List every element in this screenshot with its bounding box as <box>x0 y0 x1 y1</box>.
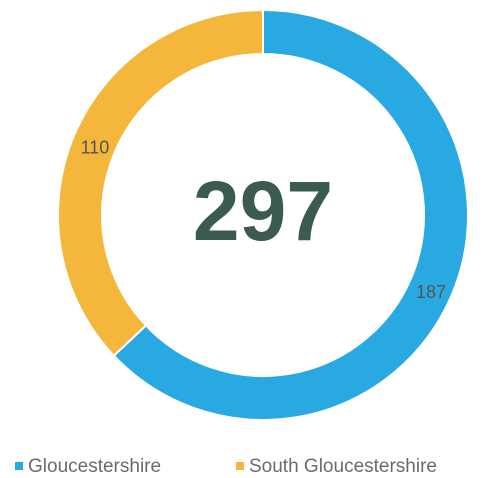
legend-label: Gloucestershire <box>28 456 161 477</box>
slice-label: 110 <box>81 137 110 157</box>
slice <box>56 8 264 358</box>
slice-label: 187 <box>416 282 446 302</box>
center-total: 297 <box>193 164 333 258</box>
legend-label: South Gloucestershire <box>249 456 437 477</box>
legend-swatch <box>236 462 244 470</box>
slice <box>112 8 469 421</box>
legend-swatch <box>15 462 23 470</box>
